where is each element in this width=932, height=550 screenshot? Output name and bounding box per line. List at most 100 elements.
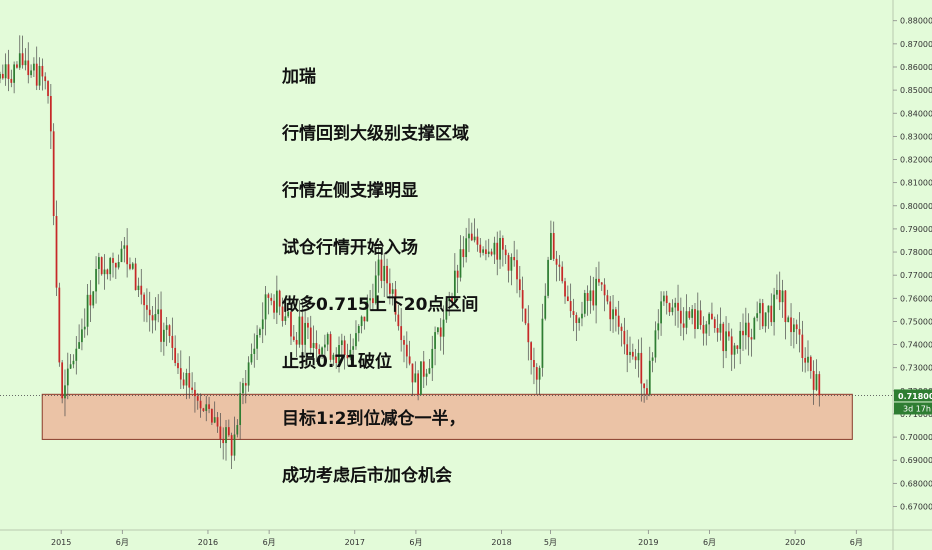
- candle-body: [465, 238, 468, 258]
- y-tick-label: 0.74000: [900, 341, 932, 350]
- candle-body: [476, 236, 479, 245]
- candle-body: [312, 342, 315, 348]
- x-tick-label: 2015: [51, 538, 71, 547]
- candle-body: [41, 65, 44, 77]
- candle-body: [711, 313, 713, 320]
- candle-body: [626, 344, 629, 356]
- candle-body: [363, 316, 366, 322]
- candle-body: [759, 303, 761, 314]
- candle-body: [64, 385, 66, 399]
- candle-body: [445, 301, 448, 320]
- candle-body: [600, 282, 603, 285]
- candle-body: [137, 285, 140, 291]
- candle-body: [657, 323, 660, 331]
- candle-body: [572, 311, 575, 315]
- candle-body: [374, 275, 377, 304]
- candle-body: [259, 329, 261, 336]
- candle-body: [640, 352, 643, 384]
- candle-body: [744, 322, 747, 336]
- candle-body: [383, 265, 386, 281]
- candle-body: [340, 340, 343, 346]
- candle-body: [733, 345, 736, 355]
- candle-body: [33, 63, 35, 71]
- candle-body: [1, 73, 4, 79]
- candle-body: [719, 323, 722, 333]
- candle-body: [564, 281, 566, 297]
- candle-body: [83, 326, 86, 330]
- candle-body: [98, 257, 100, 269]
- candle-body: [281, 306, 284, 321]
- candle-body: [578, 318, 581, 323]
- candle-body: [439, 327, 442, 337]
- candle-body: [812, 370, 815, 390]
- candle-body: [211, 408, 213, 423]
- candle-body: [453, 270, 456, 302]
- candle-body: [103, 269, 106, 275]
- y-tick-label: 0.69000: [900, 456, 932, 465]
- candle-body: [682, 323, 685, 328]
- y-tick-label: 0.84000: [900, 109, 932, 118]
- candle-body: [456, 270, 459, 278]
- candle-body: [160, 309, 162, 342]
- candle-body: [792, 324, 795, 333]
- candle-body: [448, 297, 451, 302]
- candle-body: [414, 373, 417, 383]
- candle-body: [521, 290, 524, 309]
- candle-body: [157, 309, 160, 315]
- candle-body: [648, 360, 651, 395]
- y-tick-label: 0.78000: [900, 248, 932, 257]
- candle-body: [606, 295, 609, 302]
- candle-body: [493, 242, 496, 255]
- candle-body: [81, 329, 83, 343]
- candle-body: [818, 374, 821, 396]
- candle-body: [473, 236, 476, 241]
- price-badge-value: 0.71800: [898, 392, 932, 401]
- candle-body: [24, 60, 27, 66]
- candle-body: [196, 396, 199, 401]
- candle-body: [535, 367, 538, 380]
- candle-body: [216, 417, 219, 427]
- price-badge-group: 0.71800 3d 17h: [894, 389, 932, 415]
- candle-body: [47, 81, 49, 97]
- candle-body: [146, 305, 148, 310]
- candle-body: [357, 326, 360, 334]
- x-tick-label: 2018: [491, 538, 511, 547]
- candle-body: [52, 131, 55, 217]
- candle-body: [304, 322, 306, 345]
- candle-body: [386, 265, 388, 284]
- candle-body: [538, 367, 541, 380]
- candle-body: [233, 434, 236, 456]
- candle-body: [629, 351, 631, 356]
- candle-body: [129, 264, 131, 269]
- candle-body: [292, 336, 295, 340]
- candle-body: [134, 263, 137, 291]
- candle-body: [555, 258, 558, 265]
- candle-body: [722, 323, 725, 352]
- candle-body: [388, 283, 391, 294]
- y-tick-label: 0.83000: [900, 132, 932, 141]
- candle-body: [547, 259, 549, 296]
- candle-body: [496, 242, 499, 260]
- candle-body: [728, 331, 730, 337]
- candle-body: [27, 60, 30, 76]
- candle-body: [58, 287, 61, 363]
- candle-body: [162, 329, 165, 342]
- candle-body: [400, 326, 403, 341]
- candle-body: [397, 314, 400, 327]
- candle-body: [468, 233, 470, 239]
- candle-body: [631, 351, 634, 357]
- candle-body: [61, 362, 64, 399]
- candle-body: [679, 310, 682, 324]
- candle-body: [177, 363, 179, 369]
- candle-body: [208, 404, 210, 409]
- candle-body: [4, 64, 7, 79]
- candle-body: [140, 285, 143, 295]
- candle-body: [428, 368, 431, 374]
- candle-body: [487, 251, 490, 255]
- candle-body: [0, 73, 1, 79]
- candle-body: [49, 96, 52, 132]
- candle-body: [408, 356, 411, 364]
